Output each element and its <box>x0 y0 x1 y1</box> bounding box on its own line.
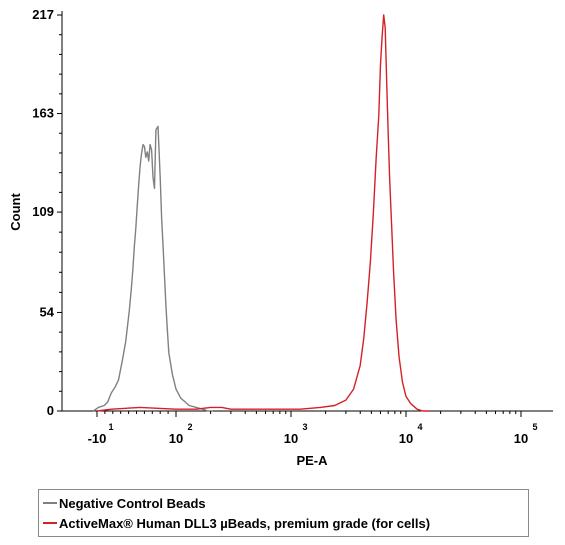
x-tick-label: 10 <box>399 431 413 446</box>
y-tick-label: 109 <box>32 204 54 219</box>
plot-area <box>92 14 430 412</box>
legend: Negative Control Beads ActiveMax® Human … <box>38 489 529 537</box>
x-tick-exponent: 1 <box>108 422 113 432</box>
y-tick-label: 217 <box>32 7 54 22</box>
axes <box>61 11 553 412</box>
x-tick-label: 10 <box>514 431 528 446</box>
legend-label: Negative Control Beads <box>59 495 206 511</box>
y-axis-ticks: 0 54 109 163 217 <box>32 7 62 418</box>
series-line-dll3-beads <box>96 14 430 412</box>
series-line-negative-control <box>92 125 214 412</box>
legend-swatch-red <box>43 522 57 524</box>
legend-label: ActiveMax® Human DLL3 µBeads, premium gr… <box>59 515 431 531</box>
x-tick-label: 10 <box>284 431 298 446</box>
y-tick-label: 0 <box>47 403 54 418</box>
x-axis-label: PE-A <box>296 453 328 468</box>
x-tick-label: -10 <box>88 431 107 446</box>
x-tick-label: 10 <box>169 431 183 446</box>
y-axis-label: Count <box>8 193 23 231</box>
y-tick-label: 163 <box>32 106 54 121</box>
x-axis-ticks: -101 10 2 10 3 10 4 10 5 <box>88 411 538 446</box>
legend-swatch-gray <box>43 502 57 504</box>
x-tick-exponent: 4 <box>417 422 422 432</box>
legend-entry-dll3-beads: ActiveMax® Human DLL3 µBeads, premium gr… <box>43 513 430 533</box>
legend-entry-negative-control: Negative Control Beads <box>43 493 206 513</box>
y-tick-label: 54 <box>40 304 55 319</box>
histogram-chart: 0 54 109 163 217 -101 10 2 10 3 10 4 10 5 PE-A Count <box>8 7 553 468</box>
x-tick-exponent: 3 <box>302 422 307 432</box>
x-tick-exponent: 2 <box>187 422 192 432</box>
x-tick-exponent: 5 <box>532 422 537 432</box>
